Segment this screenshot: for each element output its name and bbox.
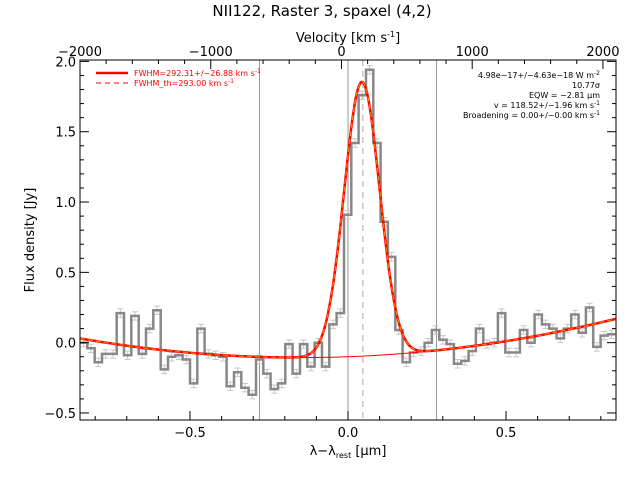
legend-label: FWHM=292.31+/−26.88 km s-1 (134, 68, 261, 78)
top-tick-label: 1000 (456, 45, 489, 60)
x-tick-label: 0.5 (496, 426, 517, 441)
y-tick-label: 2.0 (55, 55, 76, 70)
annotation-text: EQW = −2.81 μm (529, 91, 600, 100)
chart-title: NII122, Raster 3, spaxel (4,2) (212, 2, 431, 20)
y-tick-label: 1.0 (55, 196, 76, 211)
y-tick-label: −0.5 (44, 407, 76, 422)
top-tick-label: 0 (337, 45, 345, 60)
x-tick-label: −0.5 (174, 426, 206, 441)
theoretical-fit-line (79, 81, 617, 359)
top-axis-label: Velocity [km s-1] (296, 30, 400, 46)
x-tick-label: 0.0 (338, 426, 359, 441)
annotation-text: Broadening = 0.00+/−0.00 km s-1 (463, 110, 600, 120)
top-tick-label: −2000 (58, 45, 102, 60)
top-tick-label: −1000 (189, 45, 233, 60)
y-tick-label: 0.5 (55, 266, 76, 281)
spectrum-line (80, 68, 616, 396)
annotation-text: v = 118.52+/−1.96 km s-1 (494, 100, 600, 110)
y-tick-label: 1.5 (55, 126, 76, 141)
x-axis-label: λ−λrest [μm] (310, 444, 387, 460)
legend-label: FWHM_th=293.00 km s-1 (134, 78, 234, 88)
annotation-text: 10.77σ (572, 81, 600, 90)
annotation-text: 4.98e−17+/−4.63e−18 W m-2 (478, 70, 600, 80)
y-axis-label: Flux density [Jy] (23, 188, 38, 293)
top-tick-label: 2000 (586, 45, 619, 60)
y-tick-label: 0.0 (55, 337, 76, 352)
